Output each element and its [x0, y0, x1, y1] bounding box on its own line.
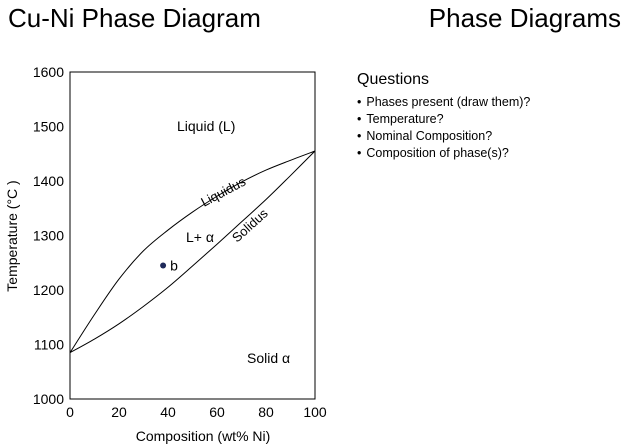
question-item: Composition of phase(s)?	[357, 145, 617, 162]
y-axis-label: Temperature (°C )	[4, 180, 20, 291]
y-tick-label: 1400	[33, 173, 64, 189]
region-label-two-phase: L+ α	[186, 229, 214, 245]
y-tick-label: 1200	[33, 282, 64, 298]
state-point-b-label: b	[170, 257, 178, 273]
solidus-label: Solidus	[229, 205, 271, 245]
liquidus-label: Liquidus	[198, 173, 248, 209]
question-item: Nominal Composition?	[357, 128, 617, 145]
y-axis-ticks: 1000 1100 1200 1300 1400 1500 1600	[33, 64, 64, 407]
section-title: Phase Diagrams	[428, 3, 621, 33]
x-tick-label: 80	[258, 404, 274, 420]
questions-heading: Questions	[357, 71, 430, 88]
question-item: Phases present (draw them)?	[357, 94, 617, 111]
plot-frame	[69, 71, 316, 400]
x-tick-label: 60	[209, 404, 225, 420]
state-point-b	[160, 262, 167, 269]
questions-panel: Questions Phases present (draw them)? Te…	[357, 70, 617, 162]
x-tick-label: 20	[111, 404, 127, 420]
region-label-liquid: Liquid (L)	[177, 118, 235, 134]
x-tick-label: 40	[160, 404, 176, 420]
question-item: Temperature?	[357, 111, 617, 128]
y-tick-label: 1600	[33, 64, 64, 80]
solidus-curve	[69, 150, 316, 354]
y-tick-label: 1100	[34, 337, 64, 353]
y-tick-label: 1300	[33, 228, 64, 244]
slide-title: Cu-Ni Phase Diagram	[8, 3, 261, 33]
x-axis-ticks: 0 20 40 60 80 100	[66, 404, 327, 420]
region-label-solid: Solid α	[247, 350, 290, 366]
y-tick-label: 1500	[33, 119, 64, 135]
y-tick-label: 1000	[33, 391, 64, 407]
questions-list: Phases present (draw them)? Temperature?…	[357, 94, 617, 162]
x-tick-label: 100	[303, 404, 327, 420]
x-axis-label: Composition (wt% Ni)	[136, 428, 271, 444]
x-tick-label: 0	[66, 404, 74, 420]
liquidus-curve	[69, 150, 316, 353]
